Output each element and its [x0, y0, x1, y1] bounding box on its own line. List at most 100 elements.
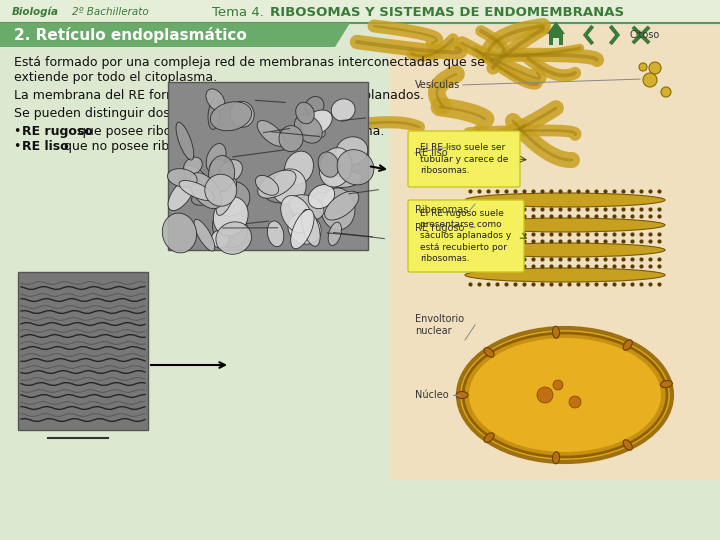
Text: RE rugoso: RE rugoso [415, 223, 464, 233]
Ellipse shape [337, 150, 374, 185]
Ellipse shape [296, 102, 315, 124]
Ellipse shape [465, 193, 665, 207]
Ellipse shape [308, 122, 325, 137]
Ellipse shape [204, 174, 237, 206]
Text: que posee ribosomas adheridos a su membrana.: que posee ribosomas adheridos a su membr… [74, 125, 384, 138]
Ellipse shape [288, 213, 321, 244]
Ellipse shape [552, 326, 559, 338]
Ellipse shape [189, 173, 222, 208]
Ellipse shape [184, 165, 210, 192]
Text: Ribosomas: Ribosomas [415, 205, 469, 215]
Ellipse shape [469, 338, 661, 452]
Ellipse shape [301, 110, 332, 136]
Text: que no posee ribosomas.: que no posee ribosomas. [60, 140, 221, 153]
Bar [0, 0, 720, 23]
Ellipse shape [319, 147, 352, 187]
Ellipse shape [336, 137, 368, 165]
Ellipse shape [257, 120, 284, 146]
Ellipse shape [271, 169, 306, 205]
Ellipse shape [484, 433, 494, 442]
Ellipse shape [192, 191, 213, 205]
Text: RE rugoso: RE rugoso [22, 125, 93, 138]
Ellipse shape [552, 452, 559, 464]
Ellipse shape [219, 160, 243, 183]
Ellipse shape [281, 195, 312, 233]
Bar [390, 25, 720, 480]
Ellipse shape [302, 210, 320, 246]
Ellipse shape [305, 97, 324, 116]
Polygon shape [0, 23, 350, 47]
Ellipse shape [213, 197, 248, 236]
Circle shape [649, 62, 661, 74]
Ellipse shape [331, 99, 355, 121]
Ellipse shape [331, 151, 343, 177]
Text: RE liso: RE liso [415, 148, 448, 158]
Ellipse shape [216, 222, 251, 254]
Ellipse shape [456, 392, 468, 399]
Ellipse shape [623, 440, 632, 450]
Circle shape [537, 387, 553, 403]
Ellipse shape [162, 213, 197, 253]
Text: •: • [14, 140, 25, 153]
Ellipse shape [208, 99, 220, 130]
Ellipse shape [458, 328, 672, 462]
Ellipse shape [216, 178, 236, 215]
Ellipse shape [465, 218, 665, 232]
Ellipse shape [294, 114, 323, 143]
Ellipse shape [210, 159, 228, 179]
Ellipse shape [184, 157, 202, 175]
Ellipse shape [311, 192, 345, 213]
Text: Citoso: Citoso [630, 30, 660, 40]
Ellipse shape [484, 348, 494, 357]
Text: Se pueden distinguir dos tipos de RE:: Se pueden distinguir dos tipos de RE: [14, 107, 248, 120]
Text: Biología: Biología [12, 6, 59, 17]
Text: Envoltorio
nuclear: Envoltorio nuclear [415, 314, 464, 336]
Ellipse shape [211, 230, 229, 248]
Ellipse shape [267, 221, 284, 247]
Text: 2. Retículo endoplasmático: 2. Retículo endoplasmático [14, 27, 247, 43]
Ellipse shape [168, 168, 197, 187]
Ellipse shape [279, 126, 303, 152]
Ellipse shape [465, 243, 665, 257]
Ellipse shape [209, 156, 235, 192]
Text: Tema 4.: Tema 4. [212, 5, 268, 18]
Text: Vesículas: Vesículas [415, 80, 460, 90]
Text: 2º Bachillerato: 2º Bachillerato [72, 7, 149, 17]
Ellipse shape [289, 195, 324, 220]
Ellipse shape [326, 171, 362, 187]
Ellipse shape [321, 188, 355, 230]
Ellipse shape [230, 102, 254, 127]
Ellipse shape [206, 89, 225, 111]
Ellipse shape [623, 340, 632, 350]
FancyBboxPatch shape [408, 131, 520, 187]
Bar [18, 272, 148, 430]
Ellipse shape [212, 181, 250, 216]
Text: extiende por todo el citoplasma.: extiende por todo el citoplasma. [14, 71, 217, 84]
Ellipse shape [463, 333, 667, 457]
Ellipse shape [212, 208, 248, 248]
Ellipse shape [210, 102, 252, 131]
Text: RIBOSOMAS Y SISTEMAS DE ENDOMEMBRANAS: RIBOSOMAS Y SISTEMAS DE ENDOMEMBRANAS [270, 5, 624, 18]
Ellipse shape [660, 381, 672, 388]
Text: El RE rugoso suele
presentarse como
sáculos aplanados y
está recubierto por
ribo: El RE rugoso suele presentarse como sácu… [420, 210, 512, 262]
Ellipse shape [328, 222, 341, 246]
Ellipse shape [258, 170, 296, 198]
Text: Núcleo: Núcleo [415, 390, 449, 400]
Ellipse shape [176, 122, 194, 160]
Circle shape [661, 87, 671, 97]
Ellipse shape [194, 219, 215, 251]
Text: Está formado por una compleja red de membranas interconectadas que se: Está formado por una compleja red de mem… [14, 56, 485, 69]
Ellipse shape [265, 189, 294, 203]
Ellipse shape [256, 176, 279, 195]
Bar [549, 34, 563, 45]
Ellipse shape [465, 268, 665, 282]
Ellipse shape [168, 178, 194, 211]
Circle shape [569, 396, 581, 408]
Circle shape [553, 380, 563, 390]
Text: El RE liso suele ser
tubular y carece de
ribosomas.: El RE liso suele ser tubular y carece de… [420, 144, 508, 174]
Ellipse shape [284, 151, 313, 184]
Polygon shape [547, 22, 565, 34]
Text: •: • [14, 125, 25, 138]
FancyBboxPatch shape [408, 200, 524, 272]
Ellipse shape [206, 144, 226, 172]
